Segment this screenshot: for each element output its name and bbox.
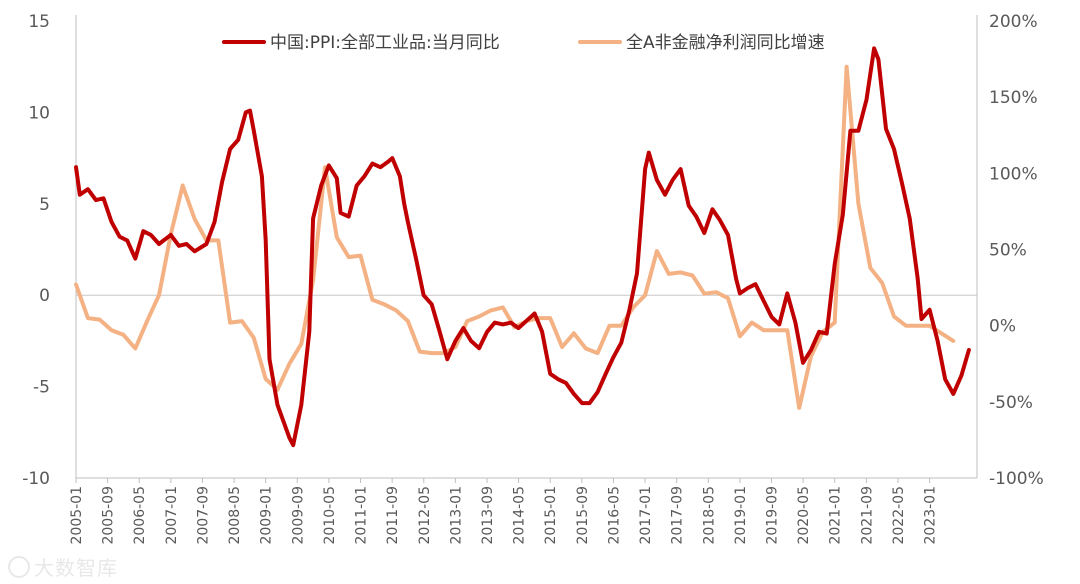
- x-tick-label: 2009-01: [259, 486, 275, 545]
- x-tick-label: 2022-05: [891, 486, 907, 545]
- right-tick-label: 0%: [989, 317, 1016, 337]
- x-tick-label: 2005-09: [101, 486, 117, 545]
- x-tick-label: 2021-09: [859, 486, 875, 545]
- axes: -10 -5 0 5 10 15 -100% -50% 0% 50% 100% 150% 200% 200…: [22, 12, 1044, 545]
- x-tick-label: 2019-09: [765, 486, 781, 545]
- watermark: 大数智库: [8, 552, 118, 581]
- x-tick-label: 2009-09: [290, 486, 306, 545]
- right-tick-label: 200%: [989, 12, 1038, 32]
- watermark-logo-icon: [8, 556, 30, 578]
- left-tick-label: -5: [33, 378, 50, 398]
- x-tick-label: 2010-05: [322, 486, 338, 545]
- legend-label: 全A非金融净利润同比增速: [626, 33, 825, 53]
- x-tick-label: 2007-01: [164, 486, 180, 545]
- left-tick-label: 0: [39, 286, 50, 306]
- x-tick-label: 2023-01: [923, 486, 939, 545]
- x-tick-label: 2011-01: [354, 486, 370, 545]
- x-tick-label: 2012-05: [417, 486, 433, 545]
- x-tick-label: 2020-05: [796, 486, 812, 545]
- legend-label: 中国:PPI:全部工业品:当月同比: [270, 33, 500, 53]
- watermark-text: 大数智库: [34, 556, 118, 580]
- x-tick-label: 2007-09: [195, 486, 211, 545]
- x-tick-label: 2021-01: [828, 486, 844, 545]
- x-tick-label: 2016-05: [606, 486, 622, 545]
- x-tick-label: 2017-01: [638, 486, 654, 545]
- legend: 中国:PPI:全部工业品:当月同比 全A非金融净利润同比增速: [222, 33, 825, 53]
- series-line-ppi: [74, 46, 971, 448]
- x-tick-label: 2008-05: [227, 486, 243, 545]
- left-tick-label: 10: [28, 103, 50, 123]
- series-layer: [74, 46, 971, 448]
- x-tick-label: 2018-05: [701, 486, 717, 545]
- right-tick-label: 150%: [989, 88, 1038, 108]
- x-tick-label: 2005-01: [69, 486, 85, 545]
- x-tick-label: 2017-09: [670, 486, 686, 545]
- x-tick-label: 2019-01: [733, 486, 749, 545]
- right-tick-label: -100%: [989, 469, 1044, 489]
- x-tick-label: 2013-01: [448, 486, 464, 545]
- x-tick-label: 2014-05: [512, 486, 528, 545]
- x-tick-label: 2015-09: [575, 486, 591, 545]
- x-tick-label: 2011-09: [385, 486, 401, 545]
- right-tick-label: 100%: [989, 164, 1038, 184]
- left-tick-label: -10: [22, 469, 50, 489]
- left-tick-label: 5: [39, 195, 50, 215]
- x-tick-label: 2015-01: [543, 486, 559, 545]
- right-tick-label: -50%: [989, 393, 1033, 413]
- left-tick-label: 15: [28, 12, 50, 32]
- x-tick-label: 2006-05: [132, 486, 148, 545]
- x-tick-label: 2013-09: [480, 486, 496, 545]
- right-tick-label: 50%: [989, 241, 1027, 261]
